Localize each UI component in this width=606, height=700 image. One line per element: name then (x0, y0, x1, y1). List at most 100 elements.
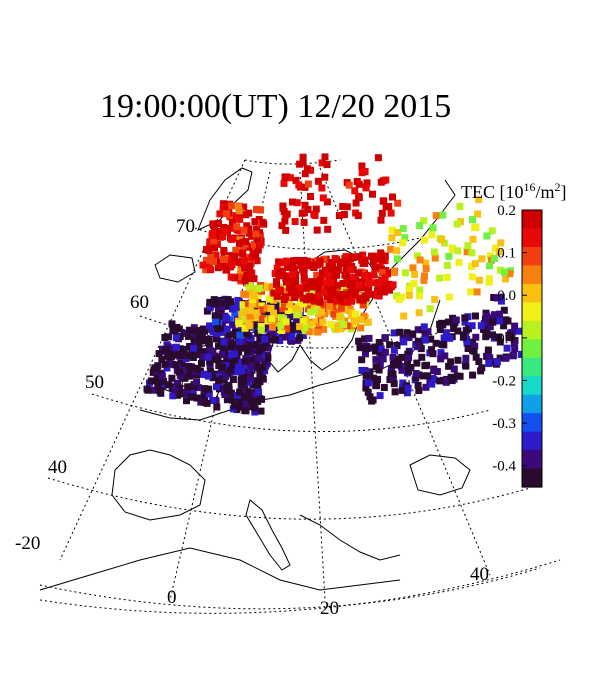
tec-point (210, 238, 218, 246)
tec-point (228, 351, 235, 359)
tec-point (462, 354, 470, 362)
tec-point (341, 271, 349, 279)
tec-point (386, 341, 394, 349)
tec-point (369, 258, 377, 265)
tec-point (439, 376, 447, 384)
tec-point (236, 338, 244, 345)
tec-point (327, 278, 335, 286)
tec-point (301, 201, 309, 209)
tec-point (279, 204, 287, 212)
tec-point (299, 153, 307, 161)
tec-point (382, 176, 390, 184)
tec-point (339, 280, 347, 287)
tec-point (445, 318, 452, 326)
tec-point (358, 269, 366, 277)
tec-point (416, 256, 424, 264)
tec-point (320, 256, 328, 263)
tec-point (252, 309, 260, 317)
tec-point (185, 332, 192, 340)
tec-point (240, 203, 248, 211)
tec-point (281, 217, 289, 225)
tec-point (323, 198, 331, 206)
tec-point (373, 382, 380, 390)
tec-point (378, 209, 386, 217)
tec-point (486, 262, 493, 270)
tec-point (207, 368, 215, 376)
tec-point (372, 356, 380, 364)
tec-point (388, 226, 396, 234)
tec-point (178, 359, 186, 367)
tec-point (420, 323, 428, 331)
colorbar-cell (522, 348, 542, 354)
tec-point (400, 338, 408, 346)
tec-point (296, 298, 304, 306)
tec-point (256, 347, 264, 355)
tec-point (186, 372, 194, 380)
colorbar-cell (522, 233, 542, 239)
tec-point (477, 322, 485, 330)
tec-point (430, 367, 438, 375)
tec-point (393, 255, 401, 263)
tec-point (463, 339, 471, 347)
tec-point (169, 392, 177, 400)
tec-point (421, 236, 428, 244)
tec-point (472, 333, 480, 341)
tec-point (285, 301, 293, 308)
tec-point (184, 383, 192, 391)
tec-point (390, 329, 398, 337)
tec-point (293, 199, 301, 207)
tec-point (486, 323, 494, 331)
tec-point (310, 283, 317, 291)
tec-point (223, 387, 231, 395)
tec-point (293, 311, 301, 319)
tec-point (348, 280, 355, 288)
tec-point (375, 339, 383, 346)
colorbar-cell (522, 256, 542, 262)
tec-point (478, 364, 486, 372)
tec-point (324, 225, 332, 233)
colorbar-cell (522, 468, 542, 474)
colorbar-cell (522, 482, 542, 488)
tec-point (207, 266, 214, 274)
tec-point (165, 381, 173, 389)
tec-point (256, 284, 264, 292)
tec-point (337, 294, 345, 302)
tec-point (206, 358, 214, 366)
tec-point (454, 356, 462, 364)
tec-point (235, 273, 243, 281)
tec-point (246, 267, 254, 274)
tec-point (379, 355, 387, 363)
tec-point (428, 380, 436, 388)
tec-point (175, 325, 183, 333)
tec-point (416, 286, 424, 294)
tec-point (473, 288, 481, 296)
black-sea-coast (409, 454, 471, 496)
tec-point (415, 309, 423, 317)
tec-point (208, 232, 216, 239)
tec-point (355, 281, 363, 289)
tec-point (511, 322, 519, 330)
tec-point (221, 347, 229, 355)
tec-point (204, 353, 212, 361)
tec-point (192, 327, 200, 335)
tec-point (246, 253, 254, 261)
tec-point (394, 199, 402, 207)
tec-point (262, 339, 270, 347)
tec-point (238, 368, 246, 375)
tec-point (182, 369, 189, 377)
tec-point (261, 335, 269, 343)
tec-point (474, 210, 482, 218)
tec-point (172, 334, 180, 342)
tec-point (246, 375, 254, 383)
tec-point (227, 256, 235, 264)
tec-point (405, 367, 412, 375)
tec-point (180, 330, 188, 337)
tec-point (377, 253, 385, 261)
tec-point (198, 359, 205, 367)
tec-point (368, 397, 376, 405)
tec-point (351, 187, 359, 195)
tec-point (439, 321, 447, 329)
tec-point (462, 326, 470, 334)
tec-point (309, 295, 317, 303)
colorbar-tick-label: -0.1 (492, 331, 516, 347)
